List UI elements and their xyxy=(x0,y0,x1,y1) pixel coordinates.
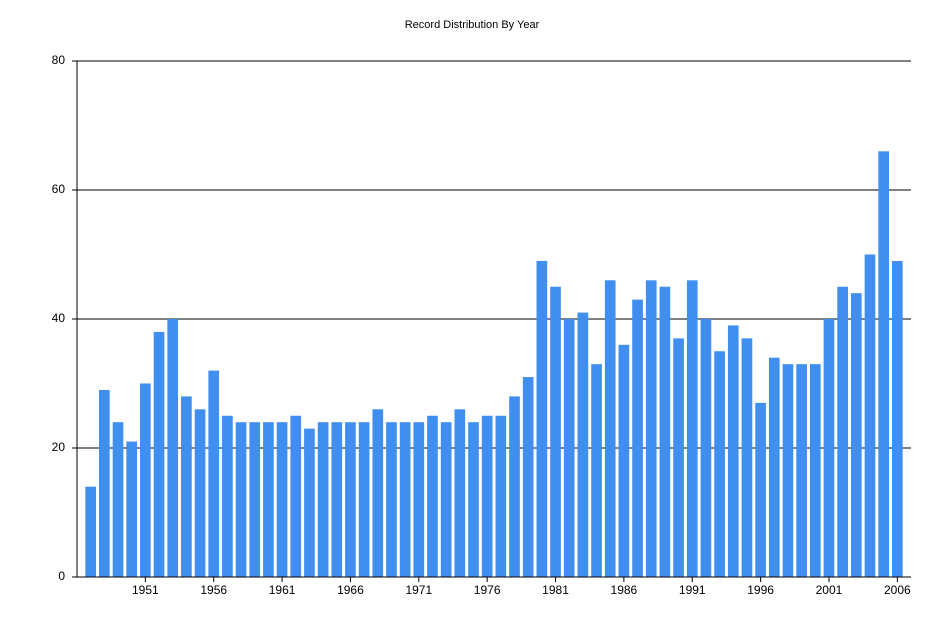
x-tick-label: 1966 xyxy=(337,583,364,597)
bar xyxy=(222,415,233,577)
bar xyxy=(126,441,138,577)
bar xyxy=(181,396,192,577)
bar xyxy=(522,377,534,577)
bar xyxy=(358,422,370,577)
bar xyxy=(167,319,179,577)
bar xyxy=(85,486,97,577)
x-tick-label: 1971 xyxy=(405,583,432,597)
x-tick-label: 2001 xyxy=(816,583,843,597)
bar xyxy=(427,415,438,577)
bar xyxy=(386,422,397,577)
bar xyxy=(796,364,807,577)
bar xyxy=(714,351,725,577)
bar xyxy=(809,364,821,577)
x-tick-label: 1981 xyxy=(542,583,569,597)
bar xyxy=(659,286,671,577)
y-tick-label: 80 xyxy=(52,53,66,67)
x-tick-label: 1986 xyxy=(611,583,638,597)
bar xyxy=(263,422,274,577)
bar xyxy=(194,409,206,577)
bar xyxy=(823,319,835,577)
bar xyxy=(727,325,739,577)
bar xyxy=(304,428,315,577)
y-tick-label: 60 xyxy=(52,182,66,196)
bar xyxy=(495,415,507,577)
bar xyxy=(741,338,753,577)
bar xyxy=(550,286,561,577)
y-tick-label: 0 xyxy=(58,569,65,583)
bar xyxy=(536,260,548,577)
bar xyxy=(864,254,876,577)
bar xyxy=(317,422,329,577)
bar xyxy=(591,364,602,577)
y-tick-label: 40 xyxy=(52,311,66,325)
bar xyxy=(563,319,575,577)
x-tick-label: 1961 xyxy=(269,583,296,597)
bar xyxy=(249,422,261,577)
x-tick-label: 1976 xyxy=(474,583,501,597)
bar xyxy=(345,422,356,577)
bar xyxy=(768,357,780,577)
bar xyxy=(290,415,302,577)
bar xyxy=(878,151,889,578)
bar xyxy=(577,312,589,577)
bar xyxy=(331,422,343,577)
x-tick-label: 1951 xyxy=(132,583,159,597)
bar xyxy=(837,286,848,577)
x-tick-label: 1996 xyxy=(747,583,774,597)
bar xyxy=(440,422,452,577)
bar xyxy=(632,299,643,577)
bar xyxy=(112,422,124,577)
bar xyxy=(700,319,712,577)
bar xyxy=(208,370,220,577)
x-tick-label: 1956 xyxy=(200,583,227,597)
bar xyxy=(891,260,903,577)
bar xyxy=(481,415,493,577)
bar xyxy=(140,383,151,577)
bar xyxy=(399,422,411,577)
bar xyxy=(686,280,698,577)
bar xyxy=(454,409,466,577)
bar xyxy=(235,422,247,577)
bar xyxy=(509,396,520,577)
x-tick-label: 2006 xyxy=(884,583,911,597)
bar xyxy=(673,338,684,577)
bar xyxy=(153,331,165,577)
bar xyxy=(618,344,630,577)
bar xyxy=(645,280,657,577)
bar xyxy=(276,422,288,577)
bar xyxy=(755,402,766,577)
bar xyxy=(850,293,862,577)
chart-title: Record Distribution By Year xyxy=(405,19,540,31)
bar xyxy=(604,280,616,577)
x-tick-label: 1991 xyxy=(679,583,706,597)
bar xyxy=(99,389,110,577)
bar xyxy=(413,422,425,577)
y-tick-label: 20 xyxy=(52,440,66,454)
bar xyxy=(468,422,479,577)
bar xyxy=(372,409,384,577)
bar xyxy=(782,364,794,577)
